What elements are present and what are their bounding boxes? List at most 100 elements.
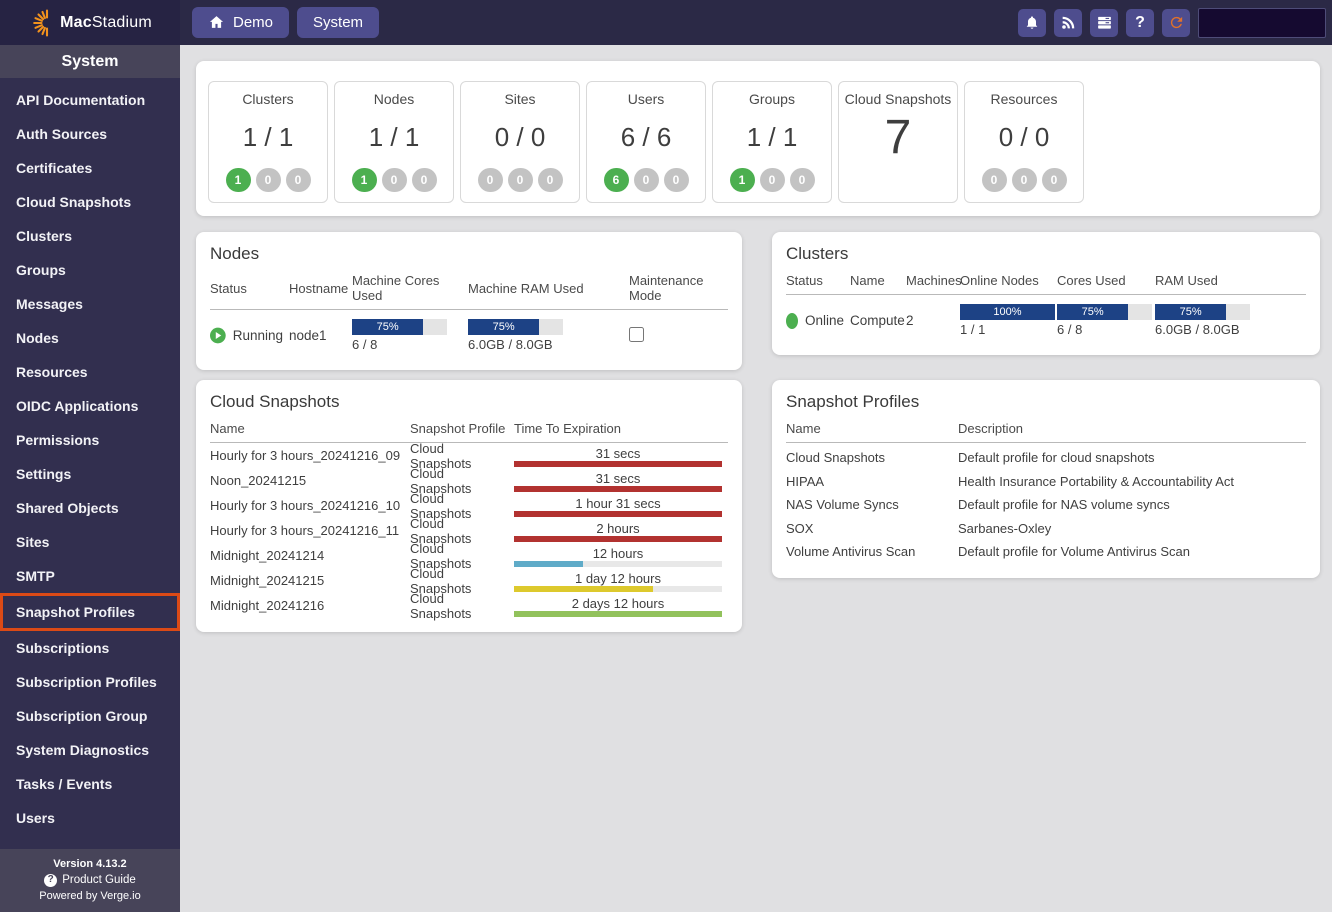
sidebar-item-label: Users [16, 810, 55, 826]
sidebar-item[interactable]: Messages [0, 287, 180, 321]
help-icon: ? [1135, 14, 1145, 32]
panels-grid: Nodes Status Hostname Machine Cores Used… [196, 232, 1320, 632]
expiration-cell: 12 hours [514, 544, 728, 567]
table-row[interactable]: Volume Antivirus Scan Default profile fo… [786, 540, 1306, 564]
sidebar-item[interactable]: Auth Sources [0, 117, 180, 151]
summary-card[interactable]: Groups 1 / 1 1 0 0 [712, 81, 832, 203]
sidebar-item[interactable]: Tasks / Events [0, 767, 180, 801]
snapshot-name-cell: Hourly for 3 hours_20241216_09 [210, 448, 410, 463]
logo-text: MacStadium [60, 14, 152, 32]
sidebar-item[interactable]: System Diagnostics [0, 733, 180, 767]
panel-title: Snapshot Profiles [786, 392, 1306, 412]
sidebar-item[interactable]: Settings [0, 457, 180, 491]
column-header: Machine RAM Used [468, 281, 629, 296]
macstadium-logo[interactable]: MacStadium [0, 0, 180, 45]
maintenance-checkbox[interactable] [629, 327, 644, 342]
status-label: Online [805, 313, 844, 328]
table-body: Hourly for 3 hours_20241216_09 Cloud Sna… [210, 443, 728, 618]
column-header: Machines [906, 273, 960, 288]
table-row[interactable]: Cloud Snapshots Default profile for clou… [786, 446, 1306, 470]
card-title: Nodes [339, 91, 449, 107]
topbar-nav: Demo System [192, 7, 379, 38]
maintenance-cell [629, 327, 728, 345]
help-button[interactable]: ? [1126, 9, 1154, 37]
sidebar-item[interactable]: Subscription Profiles [0, 665, 180, 699]
sidebar-item-label: SMTP [16, 568, 55, 584]
sidebar-item[interactable]: API Documentation [0, 83, 180, 117]
name-cell: Compute [850, 313, 906, 328]
status-badge: 0 [286, 168, 311, 192]
nav-system-button[interactable]: System [297, 7, 379, 38]
product-guide-link[interactable]: ? Product Guide [0, 872, 180, 888]
logs-button[interactable] [1090, 9, 1118, 37]
sidebar-item-label: Snapshot Profiles [16, 604, 135, 620]
sidebar-item[interactable]: Groups [0, 253, 180, 287]
sidebar-item[interactable]: Permissions [0, 423, 180, 457]
summary-card[interactable]: Resources 0 / 0 0 0 0 [964, 81, 1084, 203]
table-row[interactable]: Midnight_20241215 Cloud Snapshots 1 day … [210, 568, 728, 593]
sidebar-item-label: Permissions [16, 432, 99, 448]
table-row[interactable]: Noon_20241215 Cloud Snapshots 31 secs [210, 468, 728, 493]
expiration-bar [514, 536, 722, 542]
sidebar-item[interactable]: Users [0, 801, 180, 835]
sidebar-item[interactable]: Snapshot Profiles [0, 593, 180, 631]
sidebar-item-label: Resources [16, 364, 88, 380]
sidebar-item[interactable]: Subscriptions [0, 631, 180, 665]
profile-name-cell: NAS Volume Syncs [786, 497, 958, 512]
table-row[interactable]: Midnight_20241216 Cloud Snapshots 2 days… [210, 593, 728, 618]
sidebar-item[interactable]: Certificates [0, 151, 180, 185]
summary-card[interactable]: Clusters 1 / 1 1 0 0 [208, 81, 328, 203]
status-badge: 0 [478, 168, 503, 192]
nav-demo-label: Demo [233, 14, 273, 31]
search-input[interactable] [1198, 8, 1326, 38]
ram-cell: 75% 6.0GB / 8.0GB [468, 319, 629, 352]
nav-demo-button[interactable]: Demo [192, 7, 289, 38]
snapshot-name-cell: Hourly for 3 hours_20241216_10 [210, 498, 410, 513]
profile-description-cell: Default profile for cloud snapshots [958, 450, 1306, 465]
table-row[interactable]: SOX Sarbanes-Oxley [786, 517, 1306, 541]
table-header: Status Name Machines Online Nodes Cores … [786, 273, 1306, 295]
table-row[interactable]: Hourly for 3 hours_20241216_11 Cloud Sna… [210, 518, 728, 543]
table-row[interactable]: NAS Volume Syncs Default profile for NAS… [786, 493, 1306, 517]
online-sub-label: 1 / 1 [960, 322, 1051, 337]
sidebar-item[interactable]: Shared Objects [0, 491, 180, 525]
panel-title: Nodes [210, 244, 728, 264]
sidebar: System API Documentation Auth Sources Ce… [0, 45, 180, 912]
table-row[interactable]: Hourly for 3 hours_20241216_09 Cloud Sna… [210, 443, 728, 468]
clusters-panel: Clusters Status Name Machines Online Nod… [772, 232, 1320, 355]
summary-card[interactable]: Users 6 / 6 6 0 0 [586, 81, 706, 203]
feed-button[interactable] [1054, 9, 1082, 37]
table-row[interactable]: HIPAA Health Insurance Portability & Acc… [786, 470, 1306, 494]
column-header: Online Nodes [960, 273, 1057, 288]
table-row[interactable]: Hourly for 3 hours_20241216_10 Cloud Sna… [210, 493, 728, 518]
column-header: Name [210, 421, 410, 436]
sidebar-item[interactable]: SMTP [0, 559, 180, 593]
sidebar-item[interactable]: Resources [0, 355, 180, 389]
sidebar-item[interactable]: Nodes [0, 321, 180, 355]
summary-card[interactable]: Cloud Snapshots 7 [838, 81, 958, 203]
table-row[interactable]: Running node1 75% 6 / 8 75% 6.0GB / 8.0G… [210, 310, 728, 356]
sidebar-item[interactable]: Subscription Group [0, 699, 180, 733]
status-badge: 0 [634, 168, 659, 192]
sidebar-item[interactable]: Cloud Snapshots [0, 185, 180, 219]
summary-card[interactable]: Nodes 1 / 1 1 0 0 [334, 81, 454, 203]
summary-card[interactable]: Sites 0 / 0 0 0 0 [460, 81, 580, 203]
table-row[interactable]: Online Compute 2 100% 1 / 1 75% 6 / 8 [786, 295, 1306, 341]
refresh-button[interactable] [1162, 9, 1190, 37]
sidebar-item-label: Auth Sources [16, 126, 107, 142]
expiration-bar [514, 511, 722, 517]
sidebar-item[interactable]: OIDC Applications [0, 389, 180, 423]
status-badge: 0 [760, 168, 785, 192]
table-row[interactable]: Midnight_20241214 Cloud Snapshots 12 hou… [210, 543, 728, 568]
panel-title: Cloud Snapshots [210, 392, 728, 412]
sidebar-item[interactable]: Clusters [0, 219, 180, 253]
powered-by-link[interactable]: Powered by Verge.io [0, 888, 180, 904]
expiration-cell: 31 secs [514, 469, 728, 492]
sidebar-item[interactable]: Sites [0, 525, 180, 559]
status-badge: 0 [982, 168, 1007, 192]
status-label: Running [233, 328, 283, 343]
notifications-button[interactable] [1018, 9, 1046, 37]
cores-cell: 75% 6 / 8 [352, 319, 468, 352]
status-badge: 6 [604, 168, 629, 192]
sidebar-item-label: OIDC Applications [16, 398, 138, 414]
